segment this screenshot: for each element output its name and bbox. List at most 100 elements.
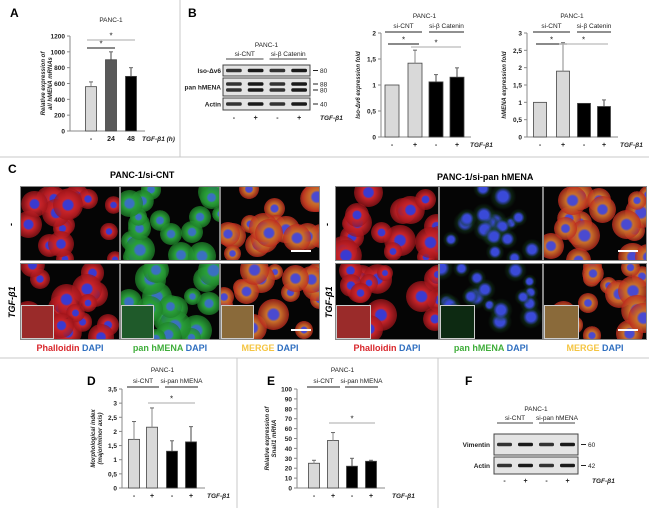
y-tick-label: 2 (372, 31, 376, 38)
blot-band (291, 88, 307, 92)
cell (48, 231, 74, 257)
cell (627, 191, 646, 210)
dapi-label: DAPI (399, 343, 421, 353)
y-tick-label: 60 (285, 426, 293, 433)
cell (158, 295, 182, 319)
marker-label: 40 (320, 102, 328, 109)
y-tick-label: 200 (54, 113, 65, 120)
group-label: si-CNT (133, 378, 153, 385)
lane-label: + (565, 478, 569, 485)
bar (185, 441, 197, 489)
cell (628, 302, 646, 334)
y-axis-label-line: Relative expression of (265, 406, 271, 471)
y-tick-label: 0 (288, 486, 292, 493)
scale-bar (291, 329, 311, 331)
marker-label: 80 (320, 88, 328, 95)
group-label: si-CNT (393, 23, 413, 30)
y-tick-label: 2 (518, 65, 522, 72)
y-tick-label: 70 (285, 416, 293, 423)
bar (146, 426, 158, 489)
blot-band (291, 82, 307, 86)
cell (200, 187, 219, 209)
y-tick-label: 3 (518, 31, 522, 38)
y-tick-label: 600 (54, 81, 65, 88)
cell (240, 264, 270, 285)
chart-title: PANC-1 (151, 367, 175, 374)
bar (533, 101, 547, 138)
blot-row-label: pan hMENA (185, 85, 222, 92)
microscopy-right-title: PANC-1/si-pan hMENA (437, 172, 534, 182)
cell (414, 227, 438, 259)
zoom-inset (221, 305, 255, 339)
bar (125, 75, 137, 132)
cell (21, 190, 48, 217)
cell (354, 187, 384, 208)
y-tick-label: 0,5 (108, 471, 117, 478)
cell (415, 189, 436, 210)
cell (254, 218, 284, 248)
blot-band (539, 463, 554, 468)
cell (88, 324, 114, 339)
panel-label-b: B (188, 6, 197, 20)
blot-band (269, 82, 286, 86)
significance-star: * (550, 36, 553, 45)
micrograph-si-cnt-green-tgf (120, 263, 220, 340)
y-axis-label: Relative expression ofSnail1 mRNA (265, 406, 278, 471)
y-tick-label: 1 (113, 457, 117, 464)
blot-band (226, 82, 242, 86)
lane-label: + (523, 478, 527, 485)
micrograph-si-cnt-red-control (20, 186, 120, 261)
y-tick-label: 100 (281, 387, 292, 394)
cell (197, 291, 219, 316)
group-label: si-β Catenin (429, 23, 464, 30)
blot-treatment-label: TGF-β1 (320, 115, 343, 122)
bar (407, 62, 423, 138)
blot-treatment-label: TGF-β1 (592, 478, 615, 485)
cell (451, 264, 473, 280)
y-axis-label: Iso-Δv6 expression fold (356, 51, 362, 119)
y-axis-label-line: Snail1 mRNA (272, 420, 278, 458)
y-tick-label: 1000 (51, 49, 66, 56)
cell (167, 241, 194, 260)
significance-star: * (350, 415, 353, 424)
blot-group-label: si-pan hMENA (536, 415, 579, 422)
cell (282, 264, 310, 292)
cell (634, 243, 646, 260)
y-tick-label: 0,5 (513, 117, 522, 124)
bar (365, 460, 377, 489)
x-tick-label: - (539, 142, 542, 149)
cell (212, 205, 219, 223)
blot-band (518, 442, 533, 447)
y-tick-label: 1 (518, 100, 522, 107)
cell (470, 187, 495, 201)
cell (223, 244, 241, 260)
blot-band (539, 442, 554, 447)
cell (553, 217, 577, 241)
y-axis-label: hMENA expression fold (502, 51, 508, 118)
y-tick-label: 1,5 (513, 83, 522, 90)
cell (183, 287, 201, 305)
row-label-control-right: - (322, 223, 332, 226)
micrograph-si-cnt-merge-tgf (220, 263, 320, 340)
blot-strip (493, 456, 579, 475)
blot-strip (222, 77, 311, 97)
blot-row-label: Actin (205, 102, 221, 109)
blot-band (497, 442, 512, 447)
micrograph-si-pan-hmena-merge-control (543, 186, 647, 261)
blot-band (247, 102, 264, 106)
cell (104, 196, 119, 214)
cell (611, 210, 641, 239)
dapi-label: DAPI (277, 343, 299, 353)
blot-band (226, 102, 242, 106)
y-axis-label: Morphological index(major/minor axis) (91, 409, 104, 468)
cell (558, 187, 587, 216)
bar (105, 59, 117, 132)
chart-b2: 0 0,5 1 1,5 2 2,5 3 - + - + TGF-β1 PANC-1 si-CNT si-β … (502, 13, 643, 149)
channel-name: MERGE (566, 343, 602, 353)
x-tick-label: - (313, 493, 316, 500)
row-label-tgf: TGF-β1 (7, 286, 17, 318)
group-label: si-CNT (313, 378, 333, 385)
x-axis-label: TGF-β1 (470, 142, 493, 149)
group-label: si-pan hMENA (341, 378, 384, 385)
